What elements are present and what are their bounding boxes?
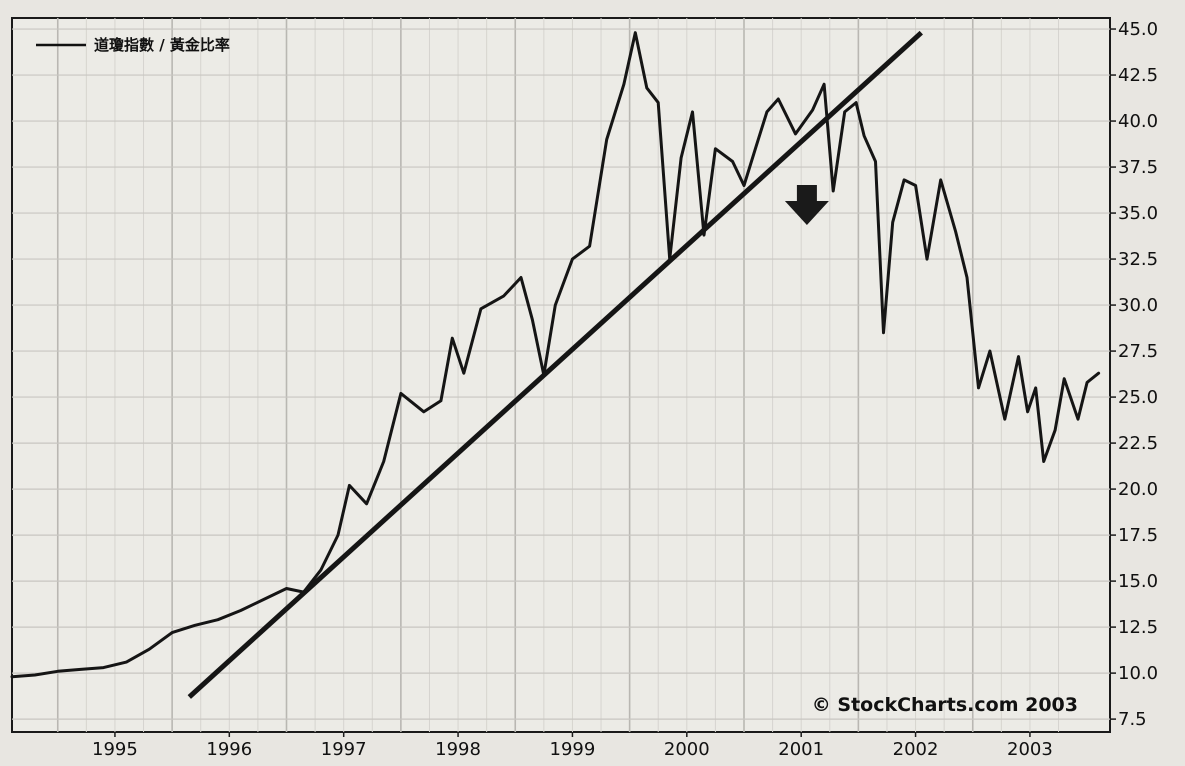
x-tick-label: 1999 bbox=[550, 739, 596, 760]
trend-line bbox=[187, 30, 923, 699]
y-tick-label: 17.5 bbox=[1118, 525, 1158, 546]
y-tick-label: 10.0 bbox=[1118, 663, 1158, 684]
y-tick-label: 22.5 bbox=[1118, 433, 1158, 454]
x-tick-label: 1997 bbox=[321, 739, 367, 760]
x-tick-label: 1996 bbox=[206, 739, 252, 760]
y-tick-label: 45.0 bbox=[1118, 19, 1158, 40]
series-layer bbox=[10, 30, 1101, 699]
legend-label: 道瓊指數 / 黃金比率 bbox=[94, 36, 230, 54]
down-arrow-icon bbox=[784, 185, 829, 226]
y-tick-label: 25.0 bbox=[1118, 387, 1158, 408]
x-tick-label: 2002 bbox=[893, 739, 939, 760]
y-tick-label: 15.0 bbox=[1118, 571, 1158, 592]
y-tick-label: 35.0 bbox=[1118, 203, 1158, 224]
x-tick-label: 2001 bbox=[778, 739, 824, 760]
x-tick-label: 1995 bbox=[92, 739, 138, 760]
plot-area bbox=[11, 17, 1111, 733]
legend: 道瓊指數 / 黃金比率 bbox=[36, 36, 230, 54]
y-tick-label: 37.5 bbox=[1118, 157, 1158, 178]
annotation-layer bbox=[784, 185, 829, 226]
y-tick-label: 30.0 bbox=[1118, 295, 1158, 316]
grid-layer bbox=[12, 18, 1110, 732]
y-tick-label: 42.5 bbox=[1118, 65, 1158, 86]
x-tick-label: 1998 bbox=[435, 739, 481, 760]
x-tick-label: 2000 bbox=[664, 739, 710, 760]
y-tick-label: 20.0 bbox=[1118, 479, 1158, 500]
axis-layer: 1995 1996 1997 1998 1999 2000 2001 2002 2003 7.5 1… bbox=[92, 19, 1158, 760]
chart-credit: © StockCharts.com 2003 bbox=[812, 694, 1078, 716]
y-tick-label: 7.5 bbox=[1118, 709, 1147, 730]
y-tick-label: 27.5 bbox=[1118, 341, 1158, 362]
x-tick-label: 2003 bbox=[1007, 739, 1053, 760]
y-tick-label: 40.0 bbox=[1118, 111, 1158, 132]
y-tick-label: 12.5 bbox=[1118, 617, 1158, 638]
y-tick-label: 32.5 bbox=[1118, 249, 1158, 270]
